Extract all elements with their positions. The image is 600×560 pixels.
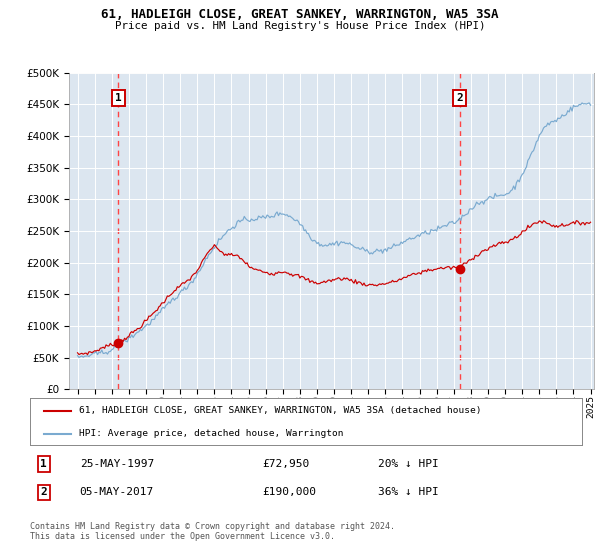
Text: 20% ↓ HPI: 20% ↓ HPI	[378, 459, 439, 469]
Text: £190,000: £190,000	[262, 487, 316, 497]
Text: 61, HADLEIGH CLOSE, GREAT SANKEY, WARRINGTON, WA5 3SA (detached house): 61, HADLEIGH CLOSE, GREAT SANKEY, WARRIN…	[79, 407, 481, 416]
Text: 1: 1	[40, 459, 47, 469]
Text: 05-MAY-2017: 05-MAY-2017	[80, 487, 154, 497]
Text: £72,950: £72,950	[262, 459, 309, 469]
Text: 36% ↓ HPI: 36% ↓ HPI	[378, 487, 439, 497]
Text: Contains HM Land Registry data © Crown copyright and database right 2024.
This d: Contains HM Land Registry data © Crown c…	[30, 522, 395, 542]
Text: 25-MAY-1997: 25-MAY-1997	[80, 459, 154, 469]
Text: 2: 2	[456, 93, 463, 103]
Text: 2: 2	[40, 487, 47, 497]
Text: 1: 1	[115, 93, 122, 103]
Text: HPI: Average price, detached house, Warrington: HPI: Average price, detached house, Warr…	[79, 430, 343, 438]
Text: 61, HADLEIGH CLOSE, GREAT SANKEY, WARRINGTON, WA5 3SA: 61, HADLEIGH CLOSE, GREAT SANKEY, WARRIN…	[101, 8, 499, 21]
Text: Price paid vs. HM Land Registry's House Price Index (HPI): Price paid vs. HM Land Registry's House …	[115, 21, 485, 31]
